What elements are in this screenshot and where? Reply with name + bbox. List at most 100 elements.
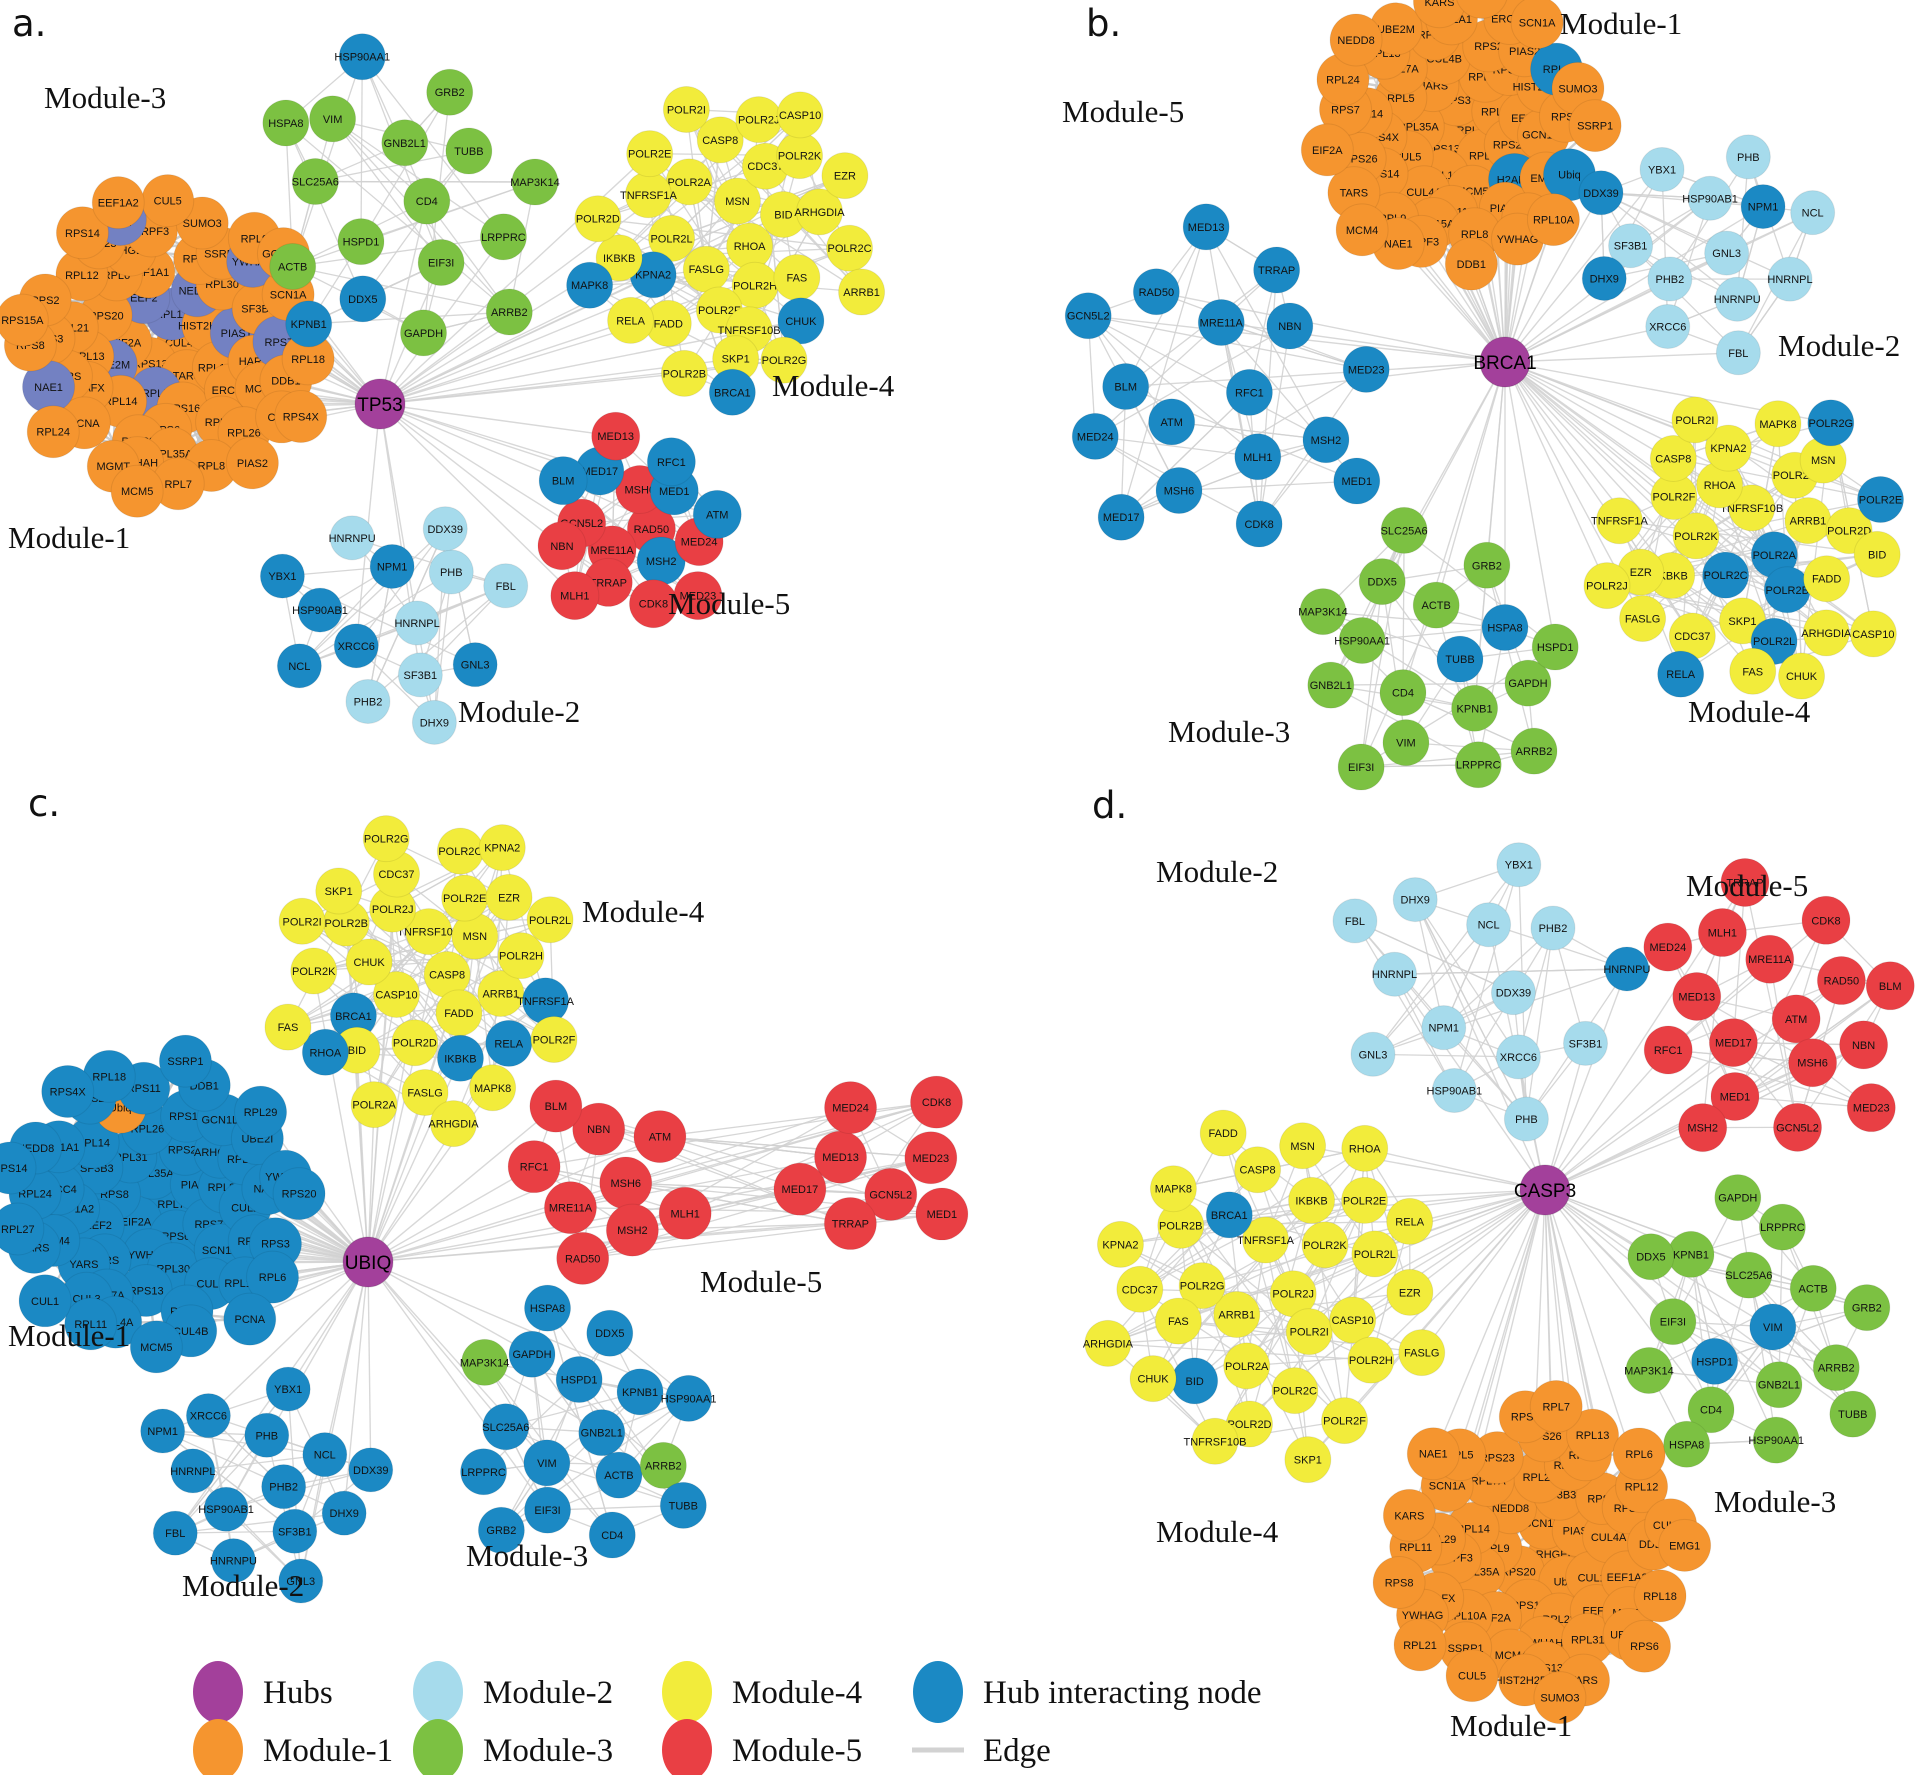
gene-label: POLR2B (1159, 1220, 1202, 1232)
gene-label: MED1 (659, 486, 690, 498)
gene-node (1321, 1397, 1369, 1445)
gene-label: MCM5 (121, 486, 153, 498)
gene-label: SLC25A6 (1381, 525, 1428, 537)
gene-node (381, 119, 429, 167)
gene-node (1752, 1416, 1800, 1464)
gene-node (574, 195, 622, 243)
gene-node (1790, 190, 1836, 236)
gene-node (616, 1368, 664, 1416)
edge (659, 1135, 841, 1158)
gene-label: CHUK (354, 957, 386, 969)
gene-node (795, 188, 843, 236)
gene-label: POLR2H (499, 951, 543, 963)
legend-swatch-module-4 (662, 1661, 712, 1723)
gene-node (1758, 1203, 1806, 1251)
edge (162, 1430, 325, 1456)
gene-label: VIM (323, 114, 343, 126)
gene-node (1714, 1174, 1762, 1222)
gene-node (321, 1490, 367, 1536)
hub-edge (367, 1135, 661, 1263)
gene-label: ATM (706, 509, 728, 521)
gene-label: EIF3I (428, 257, 454, 269)
gene-node (1728, 484, 1776, 532)
gene-node (1857, 475, 1905, 523)
gene-node (1279, 1122, 1327, 1170)
gene-label: SUMO3 (1540, 1693, 1579, 1705)
edge (1600, 192, 1791, 280)
gene-label: MED17 (581, 466, 618, 478)
gene-label: RPS23 (1480, 1453, 1515, 1465)
gene-label: FBL (165, 1528, 185, 1540)
gene-node (660, 349, 708, 397)
gene-label: POLR2K (1303, 1240, 1347, 1252)
gene-node (1466, 902, 1512, 948)
gene-label: ARHGDIA (794, 207, 845, 219)
gene-node (1182, 203, 1230, 251)
gene-label: HSPA8 (1669, 1439, 1704, 1451)
module-label-a-module-4: Module-4 (772, 368, 895, 403)
hub-edge (287, 1261, 369, 1390)
gene-label: POLR2A (1753, 550, 1797, 562)
edge (1087, 315, 1327, 441)
gene-node (1529, 1380, 1583, 1434)
gene-node (1392, 877, 1438, 923)
gene-label: RPL18 (1643, 1591, 1677, 1603)
gene-node (272, 1167, 326, 1221)
hub-edge (367, 1261, 613, 1536)
gene-label: RPL26 (227, 428, 261, 440)
edge (1525, 927, 1554, 1120)
gene-node (1503, 1096, 1549, 1142)
gene-label: RPL30 (205, 279, 239, 291)
gene-label: HNRNPL (394, 618, 439, 630)
gene-label: RPL21 (1403, 1640, 1437, 1652)
edge (659, 1135, 931, 1159)
gene-label: FASLG (689, 264, 724, 276)
gene-label: ARRB2 (645, 1460, 682, 1472)
gene-label: PHB (255, 1430, 278, 1442)
gene-label: POLR2E (443, 893, 486, 905)
gene-label: POLR2A (1225, 1361, 1269, 1373)
gene-label: RELA (494, 1038, 523, 1050)
gene-label: CHUK (1137, 1374, 1169, 1386)
hub-edge (1421, 1189, 1546, 1354)
gene-label: EIF3I (534, 1505, 560, 1517)
gene-node (461, 1338, 509, 1386)
panel-c: RPL7EIF2ARPL35ARPS6RPS8PIAS1YWHAGRPL31RP… (0, 782, 969, 1604)
gene-label: GCN5L2 (869, 1189, 912, 1201)
gene-node (524, 1284, 572, 1332)
gene-node (1148, 398, 1196, 446)
gene-node (411, 699, 457, 745)
edge (1453, 864, 1520, 1091)
gene-label: TARS (1340, 188, 1369, 200)
gene-node (1197, 299, 1245, 347)
gene-label: TNFRSF10B (718, 325, 781, 337)
gene-node (1672, 971, 1722, 1021)
gene-node (1691, 1337, 1739, 1385)
gene-label: MSH6 (1164, 485, 1195, 497)
legend-swatch-module-5 (662, 1719, 712, 1775)
edge (1178, 480, 1357, 492)
gene-label: SUMO3 (183, 218, 222, 230)
hub-label-c: UBIQ (345, 1253, 391, 1274)
gene-node (261, 1464, 307, 1510)
gene-label: RPS23 (168, 1144, 203, 1156)
gene-node (262, 99, 310, 147)
gene-node (591, 411, 641, 461)
gene-label: HSPD1 (1537, 642, 1574, 654)
hub-edge (207, 1261, 369, 1417)
gene-label: LRPPRC (481, 232, 526, 244)
gene-label: RPS2 (1474, 41, 1503, 53)
gene-label: TRRAP (1258, 265, 1295, 277)
gene-node (478, 824, 526, 872)
module-label-c-module-2: Module-2 (182, 1568, 304, 1603)
gene-node (773, 1162, 827, 1216)
gene-label: NBN (587, 1124, 610, 1136)
gene-node (1284, 1436, 1332, 1484)
gene-node (910, 1075, 964, 1129)
gene-label: MSN (1811, 455, 1836, 467)
gene-label: ARRB2 (491, 307, 528, 319)
hub-node-tp53 (354, 378, 406, 430)
gene-node (479, 213, 527, 261)
gene-node (477, 1506, 525, 1554)
gene-node (1421, 1005, 1467, 1051)
